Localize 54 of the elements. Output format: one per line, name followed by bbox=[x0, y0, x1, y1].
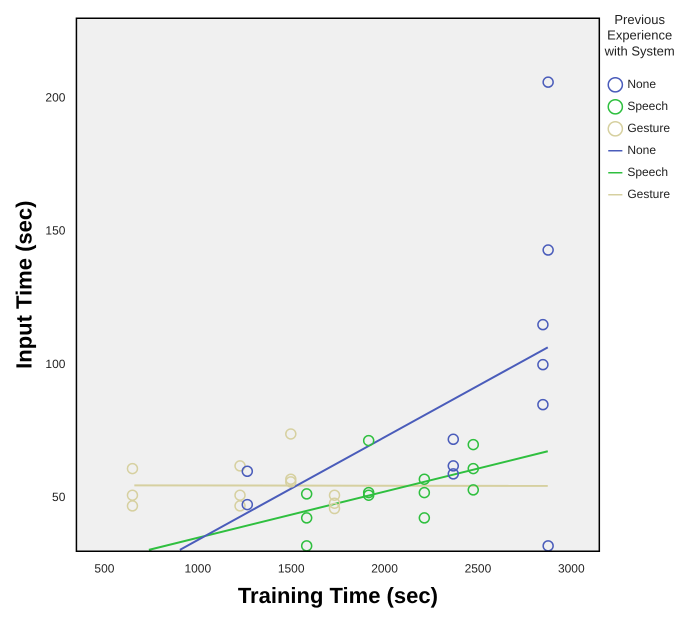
point bbox=[328, 502, 340, 514]
point bbox=[418, 473, 430, 485]
y-axis-title: Input Time (sec) bbox=[11, 200, 36, 369]
y-tick-label: 50 bbox=[52, 490, 66, 504]
point bbox=[542, 76, 554, 88]
point bbox=[468, 462, 480, 474]
legend-label: Speech bbox=[627, 99, 668, 114]
point bbox=[234, 460, 246, 472]
point bbox=[300, 512, 312, 524]
x-tick-label: 2000 bbox=[371, 562, 398, 576]
point bbox=[448, 460, 460, 472]
point bbox=[234, 500, 246, 512]
legend-label: Gesture bbox=[627, 121, 670, 136]
point bbox=[448, 434, 460, 446]
x-tick-label: 500 bbox=[94, 562, 115, 576]
x-tick-label: 3000 bbox=[558, 562, 585, 576]
point bbox=[542, 540, 554, 552]
legend-label: None bbox=[627, 143, 656, 158]
point bbox=[285, 473, 297, 485]
legend-label: None bbox=[627, 77, 656, 92]
point bbox=[234, 489, 246, 501]
point bbox=[328, 489, 340, 501]
point bbox=[328, 497, 340, 509]
point bbox=[418, 512, 430, 524]
y-tick-label: 100 bbox=[45, 356, 66, 371]
point bbox=[468, 438, 480, 450]
point bbox=[362, 489, 374, 501]
point bbox=[242, 466, 254, 477]
x-tick-label: 1000 bbox=[184, 562, 212, 576]
point bbox=[126, 489, 138, 501]
point bbox=[126, 500, 138, 512]
point bbox=[542, 244, 554, 256]
point bbox=[126, 462, 138, 474]
point bbox=[285, 476, 297, 488]
point bbox=[468, 484, 480, 496]
x-tick-label: 1500 bbox=[278, 562, 305, 576]
legend-label: Gesture bbox=[627, 187, 670, 202]
legend-title: Previous Experience with System bbox=[604, 12, 675, 58]
point bbox=[418, 486, 430, 498]
legend-label: Speech bbox=[627, 165, 668, 180]
x-axis-title: Training Time (sec) bbox=[238, 582, 438, 608]
point bbox=[300, 540, 312, 552]
point bbox=[537, 398, 549, 410]
point bbox=[537, 358, 549, 370]
point bbox=[448, 468, 460, 480]
point bbox=[537, 318, 549, 330]
point bbox=[285, 428, 297, 440]
point bbox=[300, 488, 312, 500]
x-tick-label: 2500 bbox=[464, 562, 492, 576]
point bbox=[362, 486, 374, 498]
point bbox=[242, 498, 254, 510]
y-tick-label: 200 bbox=[45, 90, 66, 104]
y-tick-label: 150 bbox=[45, 224, 66, 238]
point bbox=[362, 434, 374, 446]
